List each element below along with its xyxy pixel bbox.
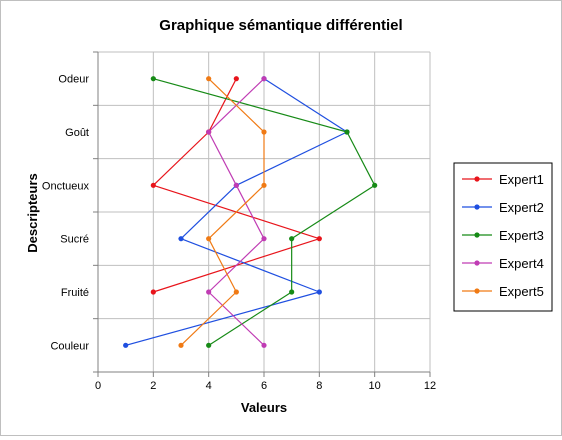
series-segment — [291, 184, 375, 240]
y-tick-label: Sucré — [60, 234, 89, 246]
data-point — [206, 129, 212, 135]
y-tick-label: Goût — [65, 127, 89, 139]
y-tick-label: Couleur — [50, 340, 89, 352]
legend-label: Expert1 — [499, 172, 544, 187]
series-segment — [346, 131, 376, 186]
series-segment — [208, 238, 237, 293]
legend-marker — [474, 176, 480, 182]
data-point — [233, 76, 239, 82]
axes — [93, 51, 431, 377]
series-group — [123, 76, 378, 348]
data-point — [316, 236, 322, 242]
x-tick-label: 6 — [261, 380, 267, 392]
data-point — [178, 342, 184, 348]
legend-marker — [474, 204, 480, 210]
series-segment — [208, 184, 265, 240]
legend-label: Expert3 — [499, 228, 544, 243]
legend-label: Expert5 — [499, 284, 544, 299]
data-point — [150, 182, 156, 188]
series-segment — [125, 291, 320, 346]
x-tick-label: 2 — [150, 380, 156, 392]
data-point — [206, 342, 212, 348]
y-axis-label: Descripteurs — [25, 173, 40, 252]
x-tick-labels: 0 2 4 6 8 10 12 — [95, 380, 436, 392]
series-segment — [263, 78, 348, 133]
data-point — [261, 76, 267, 82]
series-segment — [208, 238, 265, 293]
series-segment — [153, 78, 348, 133]
data-point — [206, 289, 212, 295]
data-point — [150, 289, 156, 295]
data-point — [150, 76, 156, 82]
series-expert5 — [178, 76, 267, 348]
legend-marker — [474, 260, 480, 266]
series-segment — [180, 184, 237, 240]
series-segment — [208, 291, 292, 346]
data-point — [206, 76, 212, 82]
x-tick-label: 0 — [95, 380, 101, 392]
x-tick-label: 12 — [424, 380, 436, 392]
legend-box — [453, 162, 553, 312]
chart-title: Graphique sémantique différentiel — [159, 17, 402, 34]
y-tick-label: Odeur — [58, 74, 89, 86]
series-segment — [208, 78, 237, 133]
grid-lines — [97, 51, 431, 373]
legend-label: Expert2 — [499, 200, 544, 215]
data-point — [344, 129, 350, 135]
y-tick-label: Fruité — [61, 287, 89, 299]
legend-label: Expert4 — [499, 256, 544, 271]
series-segment — [236, 131, 348, 186]
series-segment — [152, 131, 210, 186]
legend-marker — [474, 288, 480, 294]
series-segment — [180, 238, 320, 293]
series-segment — [208, 78, 265, 133]
legend-marker — [474, 232, 480, 238]
y-tick-label: Onctueux — [42, 180, 90, 192]
series-expert3 — [150, 76, 378, 348]
data-point — [123, 342, 129, 348]
data-point — [261, 236, 267, 242]
series-segment — [208, 291, 265, 346]
x-tick-label: 8 — [316, 380, 322, 392]
x-axis-label: Valeurs — [241, 400, 287, 415]
data-point — [316, 289, 322, 295]
data-point — [289, 289, 295, 295]
series-segment — [235, 185, 265, 239]
data-point — [261, 129, 267, 135]
data-point — [289, 236, 295, 242]
x-tick-label: 4 — [206, 380, 212, 392]
y-tick-labels: Odeur Goût Onctueux Sucré Fruité Couleur — [42, 74, 90, 353]
series-segment — [208, 131, 237, 186]
series-segment — [180, 291, 237, 346]
data-point — [206, 236, 212, 242]
data-point — [372, 182, 378, 188]
data-point — [261, 182, 267, 188]
data-point — [233, 182, 239, 188]
data-point — [261, 342, 267, 348]
data-point — [178, 236, 184, 242]
x-tick-label: 10 — [369, 380, 381, 392]
legend: Expert1 Expert2 Expert3 Expert4 Expert5 — [453, 162, 553, 312]
data-point — [233, 289, 239, 295]
